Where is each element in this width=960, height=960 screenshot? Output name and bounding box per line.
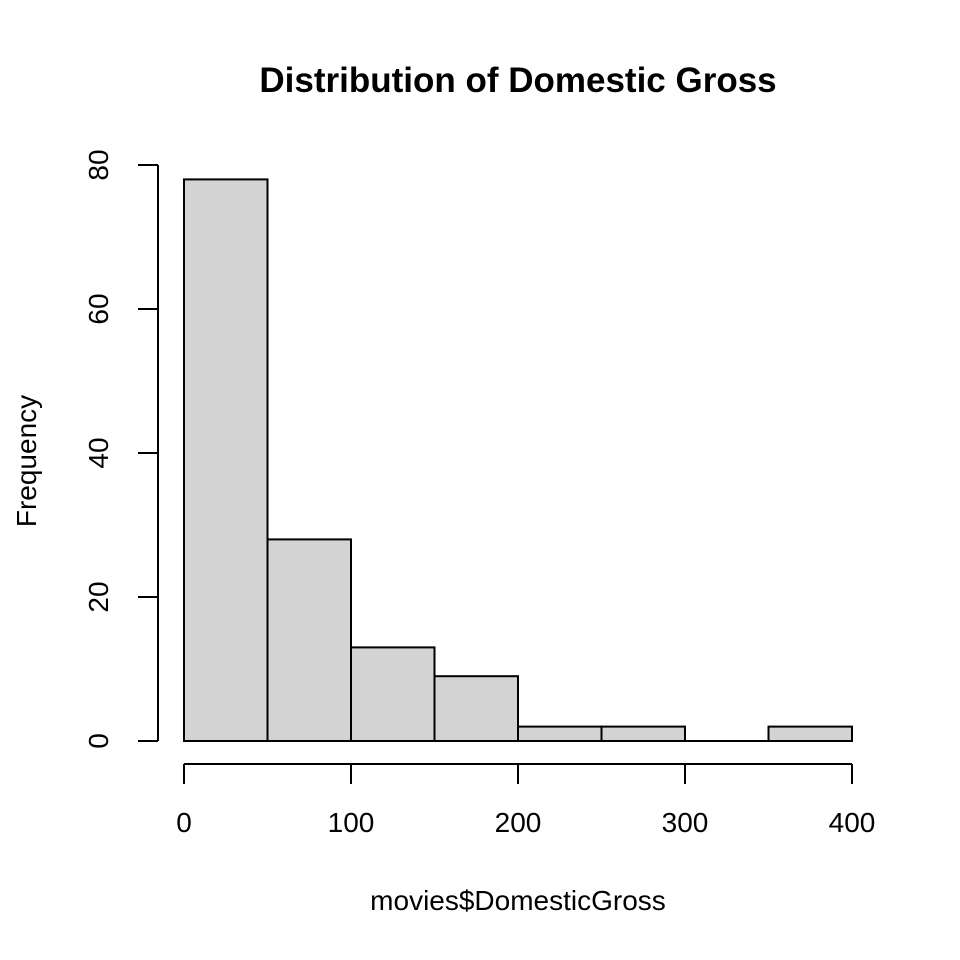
histogram-bar-3 xyxy=(433,675,519,743)
x-axis-label: movies$DomesticGross xyxy=(370,885,666,916)
y-tick-label-3: 60 xyxy=(83,293,114,324)
histogram-bar-2 xyxy=(350,646,436,743)
x-tick-label-1: 100 xyxy=(328,807,375,838)
chart-title: Distribution of Domestic Gross xyxy=(259,61,776,100)
x-axis: 0 100 200 300 400 xyxy=(176,763,876,838)
y-tick-label-1: 20 xyxy=(83,581,114,612)
histogram-bar-0 xyxy=(183,178,269,742)
histogram-bar-5 xyxy=(600,725,686,742)
histogram-bar-1 xyxy=(266,538,352,743)
y-tick-label-2: 40 xyxy=(83,437,114,468)
x-tick-label-0: 0 xyxy=(176,807,192,838)
bars-group xyxy=(183,178,853,743)
x-tick-label-3: 300 xyxy=(662,807,709,838)
histogram-bar-4 xyxy=(517,725,603,742)
y-axis-label: Frequency xyxy=(11,395,42,527)
x-tick-label-2: 200 xyxy=(495,807,542,838)
x-tick-label-4: 400 xyxy=(829,807,876,838)
histogram-bar-7 xyxy=(767,725,853,742)
y-tick-label-4: 80 xyxy=(83,149,114,180)
y-tick-label-0: 0 xyxy=(83,733,114,749)
y-axis: 0 20 40 60 80 xyxy=(83,149,159,749)
